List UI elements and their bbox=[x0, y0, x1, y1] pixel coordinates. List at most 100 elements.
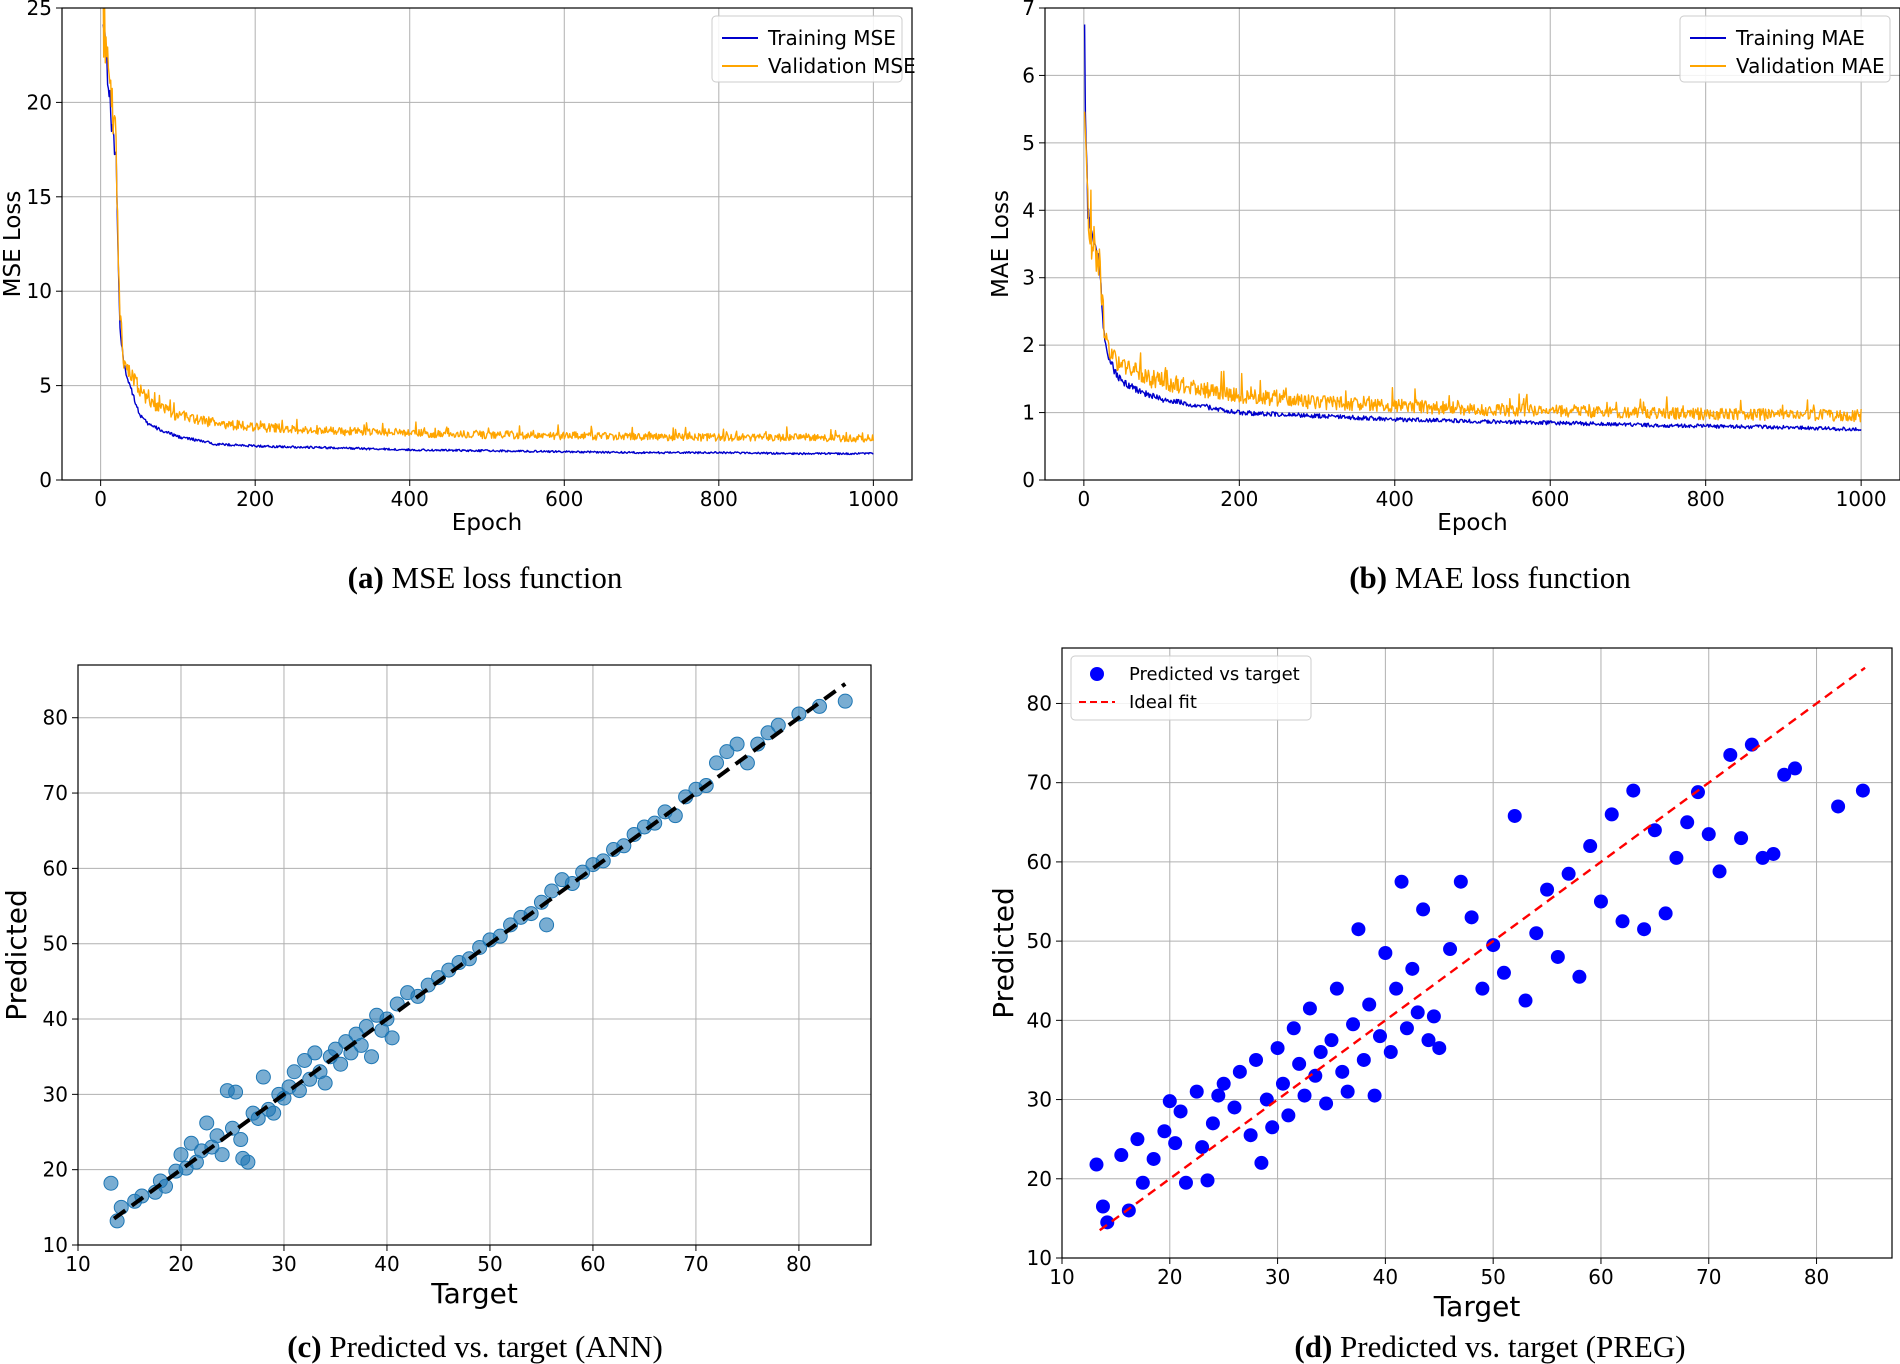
scatter-point bbox=[1319, 1096, 1334, 1111]
plot-marks-a bbox=[102, 8, 875, 456]
scatter-point bbox=[1232, 1064, 1247, 1079]
legend-label-d-1: Ideal fit bbox=[1129, 692, 1197, 713]
legend-label-d-0: Predicted vs target bbox=[1129, 664, 1300, 685]
scatter-point bbox=[103, 1175, 119, 1191]
scatter-point bbox=[1135, 1175, 1150, 1190]
scatter-point bbox=[1701, 827, 1716, 842]
scatter-point bbox=[837, 693, 853, 709]
scatter-point bbox=[1189, 1084, 1204, 1099]
tick-label-y-a: 25 bbox=[27, 0, 52, 20]
plot-area-d: 10 20 30 40 50 60 70 80 10 20 30 40 50 60 70 80 Target Pr… bbox=[987, 647, 1893, 1323]
axes-frame-c bbox=[77, 664, 872, 1246]
caption-c-text: Predicted vs. target (ANN) bbox=[322, 1329, 663, 1364]
scatter-point bbox=[1372, 1029, 1387, 1044]
scatter-point bbox=[1777, 767, 1792, 782]
x-axis-label-a: Epoch bbox=[452, 510, 522, 536]
tick-label-x-d: 30 bbox=[1265, 1265, 1290, 1289]
scatter-point bbox=[1647, 823, 1662, 838]
scatter-point bbox=[1507, 808, 1522, 823]
tick-label-y-c: 30 bbox=[43, 1082, 68, 1106]
tick-label-y-a: 15 bbox=[27, 185, 52, 209]
panel-b: 0 200 400 600 800 1000 0 1 2 3 4 5 6 7 Epoch MAE Loss Tr… bbox=[988, 0, 1900, 595]
scatter-point bbox=[1173, 1104, 1188, 1119]
tick-label-x-c: 80 bbox=[786, 1252, 811, 1276]
scatter-point bbox=[1302, 1001, 1317, 1016]
plot-area-c: 10 20 30 40 50 60 70 80 10 20 30 40 50 60 70 80 Target Pr… bbox=[0, 664, 872, 1310]
caption-c-letter: (c) bbox=[287, 1329, 321, 1364]
scatter-point bbox=[1095, 1199, 1110, 1214]
scatter-point bbox=[1114, 1148, 1129, 1163]
scatter-point bbox=[1443, 942, 1458, 957]
scatter-point bbox=[228, 1084, 244, 1100]
scatter-point bbox=[1130, 1132, 1145, 1147]
legend-d: Predicted vs target Ideal fit bbox=[1070, 655, 1312, 721]
scatter-point bbox=[353, 1037, 369, 1053]
scatter-point bbox=[199, 1115, 215, 1131]
scatter-point bbox=[1378, 946, 1393, 960]
tick-label-x-c: 10 bbox=[65, 1252, 90, 1276]
scatter-point bbox=[302, 1071, 318, 1087]
tick-label-x-d: 10 bbox=[1049, 1265, 1074, 1289]
scatter-point bbox=[1690, 785, 1705, 800]
scatter-point bbox=[1308, 1068, 1323, 1083]
tick-label-x-a: 800 bbox=[700, 487, 738, 511]
scatter-point bbox=[1453, 874, 1468, 889]
scatter-point bbox=[183, 1135, 199, 1151]
scatter-point bbox=[364, 1049, 380, 1065]
scatter-point bbox=[1121, 1203, 1136, 1218]
ideal-fit-line-d bbox=[1099, 666, 1866, 1232]
scatter-point bbox=[297, 1052, 313, 1068]
scatter-point bbox=[1146, 1151, 1161, 1166]
tick-label-y-d: 70 bbox=[1027, 771, 1052, 795]
scatter-point bbox=[1855, 783, 1870, 798]
scatter-point bbox=[1313, 1045, 1328, 1060]
scatter-point bbox=[791, 706, 807, 722]
scatter-point bbox=[1324, 1033, 1339, 1048]
scatter-point bbox=[1518, 993, 1533, 1008]
tick-label-x-b: 200 bbox=[1220, 487, 1258, 511]
tick-label-y-d: 40 bbox=[1027, 1008, 1052, 1032]
scatter-point bbox=[472, 939, 488, 955]
plot-area-a: 0 200 400 600 800 1000 0 5 10 15 20 25 Epoch MSE Loss… bbox=[0, 0, 916, 536]
scatter-point bbox=[1089, 1157, 1104, 1172]
tick-label-x-c: 40 bbox=[374, 1252, 399, 1276]
scatter-point bbox=[1496, 965, 1511, 980]
axes-frame-d bbox=[1061, 647, 1893, 1259]
tick-label-y-c: 40 bbox=[43, 1007, 68, 1031]
series-line-a-1 bbox=[102, 8, 875, 443]
tick-label-y-d: 10 bbox=[1027, 1246, 1052, 1270]
axes-frame-a bbox=[61, 7, 913, 481]
legend-label-a-0: Training MSE bbox=[767, 26, 896, 50]
scatter-point bbox=[1389, 981, 1404, 996]
y-axis-label-a: MSE Loss bbox=[0, 191, 26, 298]
tick-label-y-d: 60 bbox=[1027, 850, 1052, 874]
series-line-b-0 bbox=[1083, 24, 1862, 432]
caption-d: (d) Predicted vs. target (PREG) bbox=[1294, 1329, 1685, 1364]
scatter-point bbox=[1755, 850, 1770, 865]
scatter-point bbox=[233, 1132, 249, 1148]
tick-label-y-c: 80 bbox=[43, 706, 68, 730]
tick-label-y-b: 3 bbox=[1022, 266, 1035, 290]
tick-label-y-a: 0 bbox=[39, 468, 52, 492]
scatter-point bbox=[1399, 1021, 1414, 1036]
scatter-point bbox=[1550, 949, 1565, 964]
scatter-point bbox=[1410, 1005, 1425, 1020]
tick-label-y-c: 60 bbox=[43, 856, 68, 880]
scatter-point bbox=[1346, 1017, 1361, 1032]
scatter-point bbox=[1297, 1088, 1312, 1103]
tick-label-y-a: 20 bbox=[27, 90, 52, 114]
scatter-point bbox=[729, 736, 745, 752]
tick-label-y-b: 0 bbox=[1022, 468, 1035, 492]
tick-label-x-a: 600 bbox=[545, 487, 583, 511]
tick-label-y-c: 70 bbox=[43, 781, 68, 805]
series-line-a-0 bbox=[102, 24, 874, 456]
tick-label-x-b: 600 bbox=[1531, 487, 1569, 511]
scatter-point bbox=[384, 1030, 400, 1046]
scatter-point bbox=[286, 1064, 302, 1080]
scatter-point bbox=[1292, 1056, 1307, 1071]
tick-label-x-d: 50 bbox=[1480, 1265, 1505, 1289]
tick-label-y-d: 30 bbox=[1027, 1088, 1052, 1112]
caption-b: (b) MAE loss function bbox=[1349, 560, 1631, 595]
scatter-point bbox=[1335, 1064, 1350, 1079]
legend-box-b bbox=[1679, 15, 1891, 83]
